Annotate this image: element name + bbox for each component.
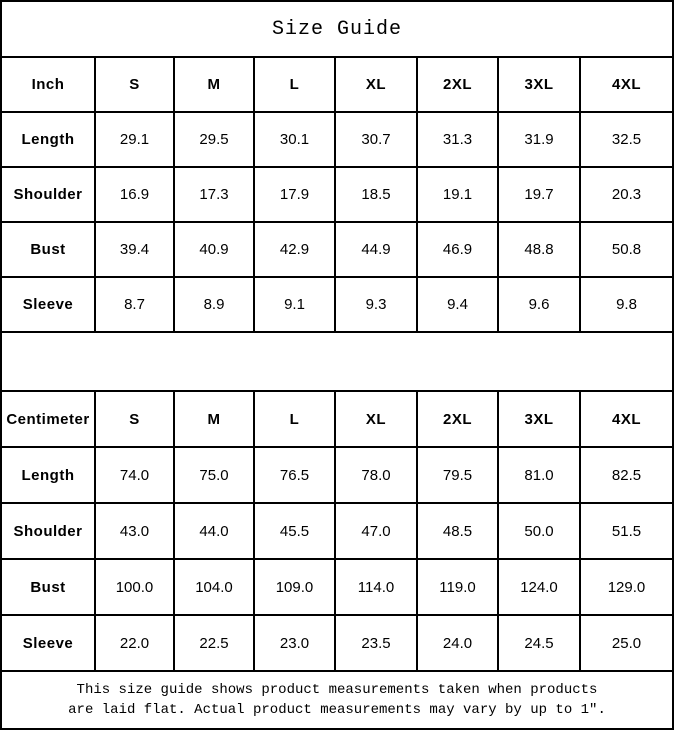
size-value-cell: 29.1 (94, 111, 175, 168)
size-value-cell: 44.9 (334, 221, 418, 278)
size-value-cell: 104.0 (173, 558, 255, 616)
size-value-cell: 31.3 (416, 111, 499, 168)
size-value-cell: 50.0 (497, 502, 581, 560)
size-value-cell: 16.9 (94, 166, 175, 223)
size-value-cell: 18.5 (334, 166, 418, 223)
table-row: Bust 100.0 104.0 109.0 114.0 119.0 124.0… (0, 558, 674, 616)
column-header-xl: XL (334, 390, 418, 448)
size-value-cell: 17.9 (253, 166, 336, 223)
size-value-cell: 124.0 (497, 558, 581, 616)
size-value-cell: 25.0 (579, 614, 674, 672)
row-label-bust: Bust (0, 558, 96, 616)
size-value-cell: 32.5 (579, 111, 674, 168)
size-value-cell: 82.5 (579, 446, 674, 504)
column-header-2xl: 2XL (416, 390, 499, 448)
table-header-row: Inch S M L XL 2XL 3XL 4XL (0, 56, 674, 113)
inch-size-table: Inch S M L XL 2XL 3XL 4XL Length 29.1 29… (0, 56, 674, 333)
size-value-cell: 9.6 (497, 276, 581, 333)
size-value-cell: 47.0 (334, 502, 418, 560)
row-label-length: Length (0, 446, 96, 504)
table-row: Shoulder 43.0 44.0 45.5 47.0 48.5 50.0 5… (0, 502, 674, 560)
centimeter-size-table: Centimeter S M L XL 2XL 3XL 4XL Length 7… (0, 390, 674, 672)
table-row: Length 74.0 75.0 76.5 78.0 79.5 81.0 82.… (0, 446, 674, 504)
column-header-l: L (253, 390, 336, 448)
table-row: Shoulder 16.9 17.3 17.9 18.5 19.1 19.7 2… (0, 166, 674, 223)
row-label-shoulder: Shoulder (0, 166, 96, 223)
table-row: Length 29.1 29.5 30.1 30.7 31.3 31.9 32.… (0, 111, 674, 168)
size-value-cell: 48.8 (497, 221, 581, 278)
size-value-cell: 8.7 (94, 276, 175, 333)
size-value-cell: 46.9 (416, 221, 499, 278)
column-header-m: M (173, 390, 255, 448)
size-value-cell: 23.5 (334, 614, 418, 672)
size-value-cell: 40.9 (173, 221, 255, 278)
size-value-cell: 23.0 (253, 614, 336, 672)
footer-note-line2: are laid flat. Actual product measuremen… (68, 702, 606, 718)
size-value-cell: 44.0 (173, 502, 255, 560)
size-value-cell: 24.0 (416, 614, 499, 672)
row-label-sleeve: Sleeve (0, 276, 96, 333)
column-header-4xl: 4XL (579, 390, 674, 448)
column-header-3xl: 3XL (497, 390, 581, 448)
size-value-cell: 22.5 (173, 614, 255, 672)
size-value-cell: 119.0 (416, 558, 499, 616)
size-value-cell: 9.1 (253, 276, 336, 333)
spacer-band (0, 333, 674, 390)
page-title-text: Size Guide (271, 17, 403, 41)
table-row: Bust 39.4 40.9 42.9 44.9 46.9 48.8 50.8 (0, 221, 674, 278)
row-label-length: Length (0, 111, 96, 168)
column-header-s: S (94, 390, 175, 448)
size-value-cell: 129.0 (579, 558, 674, 616)
column-header-xl: XL (334, 56, 418, 113)
page-title: Size Guide (0, 0, 674, 56)
column-header-s: S (94, 56, 175, 113)
size-value-cell: 74.0 (94, 446, 175, 504)
size-value-cell: 79.5 (416, 446, 499, 504)
size-value-cell: 31.9 (497, 111, 581, 168)
size-value-cell: 51.5 (579, 502, 674, 560)
size-value-cell: 43.0 (94, 502, 175, 560)
size-value-cell: 24.5 (497, 614, 581, 672)
size-value-cell: 75.0 (173, 446, 255, 504)
size-value-cell: 114.0 (334, 558, 418, 616)
size-value-cell: 109.0 (253, 558, 336, 616)
row-label-bust: Bust (0, 221, 96, 278)
size-value-cell: 81.0 (497, 446, 581, 504)
size-value-cell: 30.7 (334, 111, 418, 168)
column-header-4xl: 4XL (579, 56, 674, 113)
column-header-l: L (253, 56, 336, 113)
footer-note: This size guide shows product measuremen… (0, 672, 674, 730)
unit-header-inch: Inch (0, 56, 96, 113)
size-value-cell: 19.7 (497, 166, 581, 223)
column-header-3xl: 3XL (497, 56, 581, 113)
size-value-cell: 20.3 (579, 166, 674, 223)
table-row: Sleeve 8.7 8.9 9.1 9.3 9.4 9.6 9.8 (0, 276, 674, 333)
size-value-cell: 9.8 (579, 276, 674, 333)
table-row: Sleeve 22.0 22.5 23.0 23.5 24.0 24.5 25.… (0, 614, 674, 672)
row-label-sleeve: Sleeve (0, 614, 96, 672)
unit-header-centimeter: Centimeter (0, 390, 96, 448)
size-value-cell: 78.0 (334, 446, 418, 504)
column-header-m: M (173, 56, 255, 113)
footer-note-line1: This size guide shows product measuremen… (76, 682, 598, 698)
row-label-shoulder: Shoulder (0, 502, 96, 560)
size-value-cell: 22.0 (94, 614, 175, 672)
size-value-cell: 76.5 (253, 446, 336, 504)
column-header-2xl: 2XL (416, 56, 499, 113)
size-value-cell: 100.0 (94, 558, 175, 616)
size-value-cell: 8.9 (173, 276, 255, 333)
size-value-cell: 45.5 (253, 502, 336, 560)
size-value-cell: 42.9 (253, 221, 336, 278)
table-header-row: Centimeter S M L XL 2XL 3XL 4XL (0, 390, 674, 448)
size-value-cell: 30.1 (253, 111, 336, 168)
size-value-cell: 39.4 (94, 221, 175, 278)
size-value-cell: 29.5 (173, 111, 255, 168)
size-value-cell: 50.8 (579, 221, 674, 278)
size-value-cell: 9.3 (334, 276, 418, 333)
size-value-cell: 9.4 (416, 276, 499, 333)
size-value-cell: 17.3 (173, 166, 255, 223)
size-value-cell: 48.5 (416, 502, 499, 560)
size-value-cell: 19.1 (416, 166, 499, 223)
